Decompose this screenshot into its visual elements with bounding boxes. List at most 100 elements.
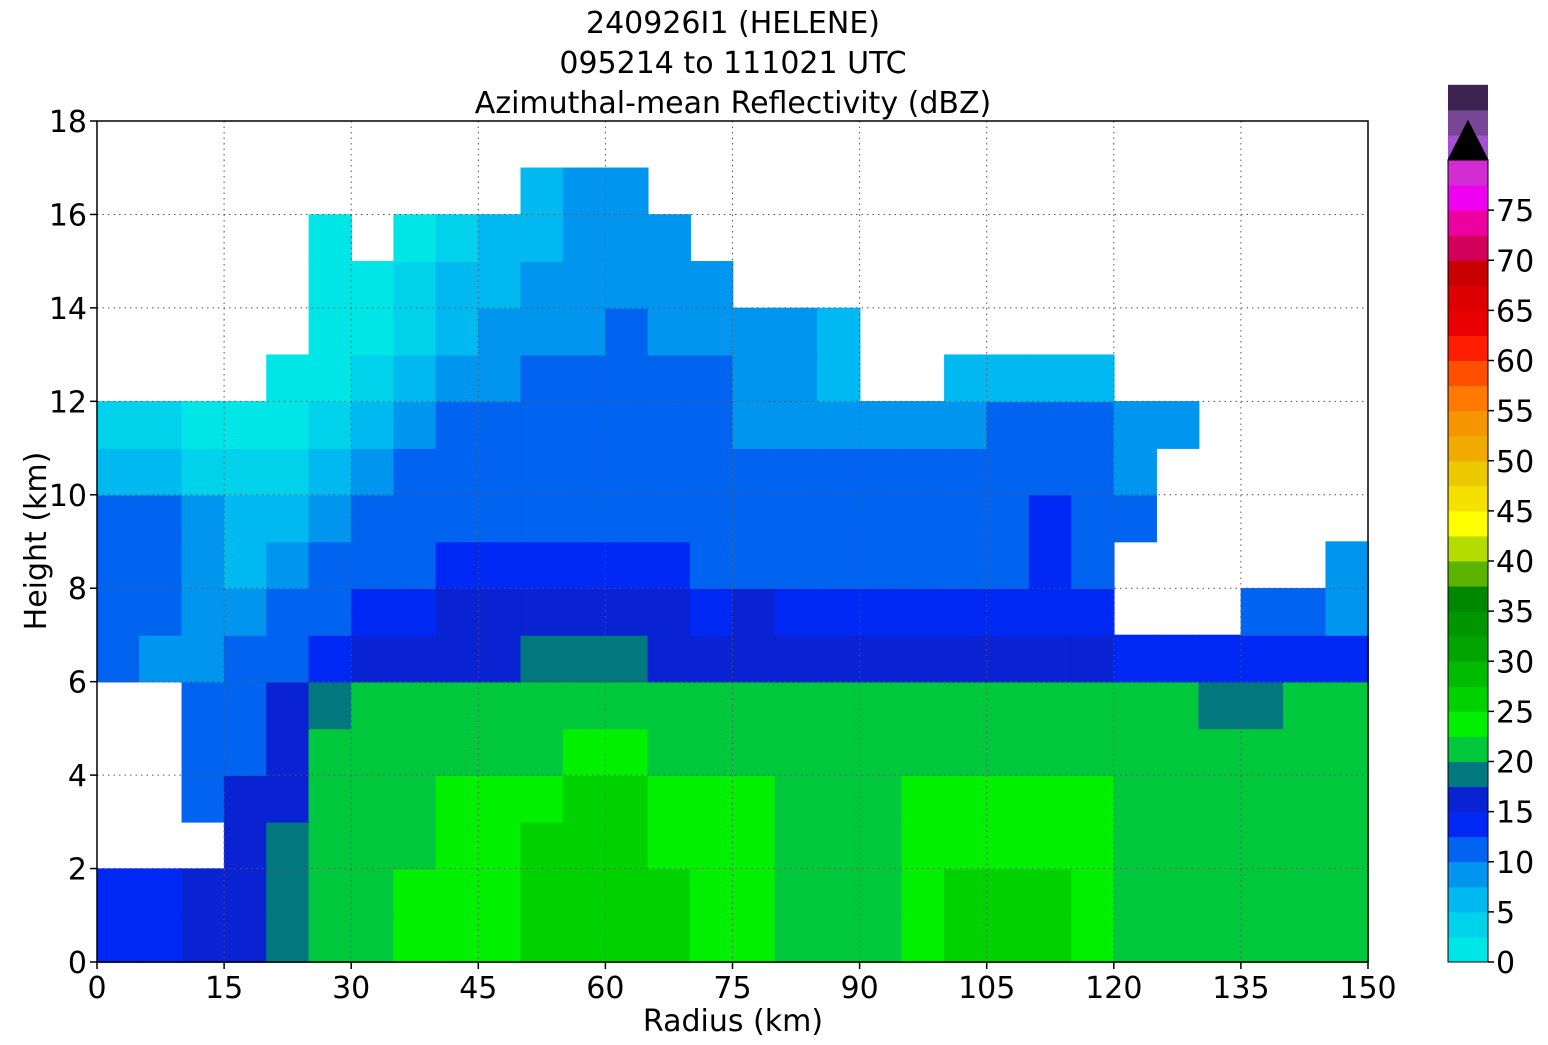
reflectivity-cell <box>1240 728 1285 776</box>
reflectivity-cell <box>1198 915 1242 963</box>
reflectivity-cell <box>435 494 480 543</box>
reflectivity-cell <box>1240 821 1285 870</box>
reflectivity-cell <box>435 821 480 870</box>
reflectivity-cell <box>944 728 988 776</box>
reflectivity-cell <box>859 541 903 590</box>
reflectivity-cell <box>944 915 988 963</box>
reflectivity-cell <box>181 447 225 496</box>
reflectivity-cell <box>393 774 437 823</box>
colorbar-segment <box>1448 210 1488 236</box>
reflectivity-cell <box>859 868 903 917</box>
reflectivity-cell <box>1071 588 1115 636</box>
reflectivity-cell <box>1071 774 1115 823</box>
reflectivity-cell <box>605 588 649 636</box>
reflectivity-cell <box>308 260 352 309</box>
reflectivity-cell <box>393 821 437 870</box>
reflectivity-cell <box>351 821 395 870</box>
reflectivity-cell <box>1283 821 1327 870</box>
reflectivity-cell <box>986 821 1030 870</box>
y-axis-label: Height (km) <box>19 452 54 631</box>
reflectivity-cell <box>605 447 649 496</box>
reflectivity-cell <box>520 494 564 543</box>
reflectivity-cell <box>817 447 861 496</box>
reflectivity-cell <box>393 447 437 496</box>
reflectivity-cell <box>435 681 480 730</box>
reflectivity-cell <box>689 774 734 823</box>
reflectivity-cell <box>562 821 607 870</box>
reflectivity-cell <box>1198 634 1242 683</box>
reflectivity-cell <box>732 634 776 683</box>
reflectivity-cell <box>266 915 310 963</box>
reflectivity-cell <box>944 494 988 543</box>
reflectivity-cell <box>308 681 352 730</box>
reflectivity-cell <box>944 821 988 870</box>
reflectivity-cell <box>647 774 691 823</box>
colorbar-segment <box>1448 485 1488 512</box>
reflectivity-cell <box>1028 868 1073 917</box>
reflectivity-cell <box>944 354 988 403</box>
reflectivity-cell <box>986 354 1030 403</box>
reflectivity-cell <box>817 494 861 543</box>
reflectivity-cell <box>647 728 691 776</box>
reflectivity-cell <box>393 681 437 730</box>
chart-title-line-1: 240926I1 (HELENE) <box>586 6 880 41</box>
reflectivity-cell <box>1155 821 1200 870</box>
reflectivity-cell <box>986 915 1030 963</box>
reflectivity-cell <box>774 401 819 449</box>
reflectivity-cell <box>901 634 946 683</box>
reflectivity-cell <box>605 681 649 730</box>
reflectivity-cell <box>308 541 352 590</box>
reflectivity-cell <box>1071 868 1115 917</box>
reflectivity-cell <box>986 774 1030 823</box>
reflectivity-cell <box>351 588 395 636</box>
reflectivity-cell <box>859 447 903 496</box>
reflectivity-cell <box>647 494 691 543</box>
reflectivity-cell <box>562 494 607 543</box>
reflectivity-cell <box>986 588 1030 636</box>
reflectivity-cell <box>1028 354 1073 403</box>
reflectivity-cell <box>351 447 395 496</box>
colorbar-segment <box>1448 936 1488 963</box>
colorbar-segment <box>1448 260 1488 286</box>
reflectivity-cell <box>562 447 607 496</box>
reflectivity-cell <box>901 728 946 776</box>
reflectivity-cell <box>1113 868 1157 917</box>
colorbar-segment <box>1448 310 1488 336</box>
colorbar-tick-label: 0 <box>1496 946 1515 981</box>
reflectivity-cell <box>96 447 141 496</box>
reflectivity-cell <box>732 728 776 776</box>
reflectivity-cell <box>1028 634 1073 683</box>
reflectivity-cell <box>1071 401 1115 449</box>
reflectivity-cell <box>393 494 437 543</box>
reflectivity-cell <box>308 728 352 776</box>
reflectivity-cell <box>308 214 352 262</box>
reflectivity-cell <box>732 447 776 496</box>
reflectivity-cell <box>1028 774 1073 823</box>
reflectivity-cell <box>689 868 734 917</box>
reflectivity-cell <box>901 821 946 870</box>
reflectivity-cell <box>223 728 268 776</box>
reflectivity-cell <box>96 401 141 449</box>
reflectivity-cell <box>308 494 352 543</box>
colorbar-segment <box>1448 786 1488 813</box>
reflectivity-cell <box>181 728 225 776</box>
reflectivity-cell <box>520 634 564 683</box>
colorbar-tick-label: 40 <box>1496 545 1534 580</box>
reflectivity-cell <box>1028 681 1073 730</box>
reflectivity-cell <box>944 634 988 683</box>
reflectivity-cell <box>774 868 819 917</box>
x-tick-label: 30 <box>332 971 370 1006</box>
reflectivity-cell <box>817 868 861 917</box>
reflectivity-cell <box>859 821 903 870</box>
reflectivity-cell <box>478 821 522 870</box>
colorbar-segment <box>1448 84 1488 111</box>
x-tick-label: 60 <box>586 971 624 1006</box>
reflectivity-cell <box>1028 821 1073 870</box>
reflectivity-cell <box>732 541 776 590</box>
reflectivity-cell <box>478 588 522 636</box>
reflectivity-cell <box>351 541 395 590</box>
colorbar-segment <box>1448 811 1488 838</box>
reflectivity-cell <box>181 774 225 823</box>
colorbar-tick-label: 75 <box>1496 194 1534 229</box>
reflectivity-cell <box>308 774 352 823</box>
